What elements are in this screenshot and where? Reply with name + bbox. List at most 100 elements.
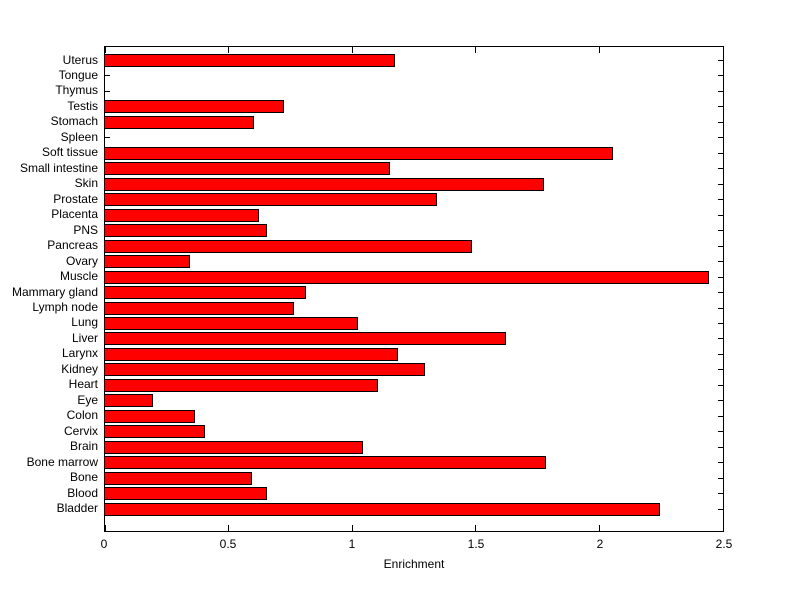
x-tick — [104, 47, 106, 53]
bar-soft-tissue — [105, 146, 613, 160]
y-tick-label: Colon — [66, 408, 98, 423]
y-tick — [718, 384, 723, 386]
y-tick-label: Cervix — [63, 423, 98, 438]
y-tick-label: Uterus — [62, 52, 98, 67]
y-tick — [718, 75, 723, 77]
bar-skin — [105, 177, 544, 191]
y-tick — [718, 369, 723, 371]
y-tick — [718, 245, 723, 247]
bar-heart — [105, 378, 378, 392]
bar-stomach — [105, 115, 255, 129]
x-tick — [722, 47, 724, 53]
y-tick-label: Brain — [69, 439, 98, 454]
y-tick-label: Small intestine — [19, 160, 98, 175]
y-tick-label: Tongue — [58, 67, 98, 82]
bar-liver — [105, 332, 507, 346]
x-tick — [351, 525, 353, 531]
y-tick-label: Prostate — [53, 191, 98, 206]
y-tick — [718, 508, 723, 510]
y-tick — [718, 214, 723, 216]
y-tick — [718, 152, 723, 154]
y-tick-label: Blood — [67, 485, 98, 500]
x-tick — [598, 47, 600, 53]
x-tick — [351, 47, 353, 53]
bar-larynx — [105, 347, 398, 361]
y-tick-label: Kidney — [61, 361, 98, 376]
x-tick-label: 1 — [348, 537, 356, 551]
bar-mammary-gland — [105, 286, 307, 300]
y-tick — [718, 137, 723, 139]
y-tick-label: Lung — [71, 315, 98, 330]
x-tick-label: 2 — [596, 537, 604, 551]
y-tick — [718, 168, 723, 170]
y-tick — [718, 322, 723, 324]
bar-cervix — [105, 425, 205, 439]
y-tick — [718, 60, 723, 61]
x-tick-label: 1.5 — [467, 537, 485, 551]
x-tick — [228, 47, 230, 53]
bar-kidney — [105, 363, 425, 377]
y-tick-label: PNS — [73, 222, 98, 237]
x-tick-label: 2.5 — [715, 537, 733, 551]
bar-blood — [105, 487, 267, 501]
y-tick-label: Testis — [67, 98, 98, 113]
x-tick — [104, 525, 106, 531]
y-tick — [718, 400, 723, 402]
y-tick-label: Spleen — [60, 129, 98, 144]
y-tick — [718, 338, 723, 340]
x-tick — [722, 525, 724, 531]
y-tick — [718, 276, 723, 278]
bar-muscle — [105, 270, 710, 284]
y-tick — [105, 90, 110, 92]
y-tick-label: Larynx — [61, 346, 98, 361]
y-tick-label: Soft tissue — [41, 145, 98, 160]
y-tick — [718, 493, 723, 495]
bar-pancreas — [105, 239, 472, 253]
y-tick — [718, 121, 723, 123]
y-tick — [718, 199, 723, 201]
y-tick — [718, 230, 723, 232]
y-tick-label: Pancreas — [47, 238, 98, 253]
y-tick-label: Mammary gland — [11, 284, 98, 299]
y-tick — [718, 183, 723, 185]
y-tick — [718, 353, 723, 355]
bar-bladder — [105, 502, 660, 516]
x-tick — [598, 525, 600, 531]
x-tick-label: 0.5 — [219, 537, 237, 551]
plot-area — [104, 46, 724, 532]
y-tick — [718, 415, 723, 417]
y-tick-label: Bone — [69, 470, 98, 485]
x-tick — [475, 47, 477, 53]
y-tick-label: Bone marrow — [26, 454, 98, 469]
x-tick-label: 0 — [100, 537, 108, 551]
y-tick-label: Lymph node — [32, 300, 98, 315]
bar-bone-marrow — [105, 456, 547, 470]
bar-testis — [105, 100, 284, 114]
x-axis-label: Enrichment — [383, 557, 445, 571]
y-tick-label: Thymus — [55, 83, 98, 98]
y-tick-label: Muscle — [59, 269, 98, 284]
bar-eye — [105, 394, 153, 408]
bar-uterus — [105, 54, 396, 67]
y-tick-label: Ovary — [65, 253, 98, 268]
bar-lung — [105, 316, 359, 330]
y-tick — [718, 307, 723, 309]
bar-small-intestine — [105, 162, 391, 176]
bar-ovary — [105, 255, 191, 269]
y-tick — [718, 477, 723, 479]
bar-pns — [105, 224, 267, 238]
y-tick — [718, 261, 723, 263]
y-tick-label: Heart — [68, 377, 98, 392]
bar-brain — [105, 440, 364, 454]
bar-bone — [105, 471, 252, 485]
y-tick — [105, 137, 110, 139]
y-tick — [718, 106, 723, 108]
x-tick — [475, 525, 477, 531]
y-tick — [718, 446, 723, 448]
bar-colon — [105, 409, 195, 423]
bar-prostate — [105, 193, 438, 207]
y-tick-label: Bladder — [56, 501, 98, 516]
y-tick — [105, 75, 110, 77]
y-tick — [718, 462, 723, 464]
